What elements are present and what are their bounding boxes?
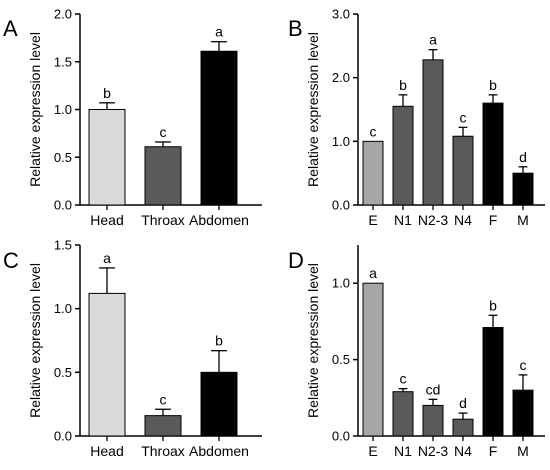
y-tick-label-b: 2.0 [332, 70, 350, 85]
significance-letter-c-0: a [103, 250, 111, 266]
significance-letter-b-0: c [370, 123, 377, 139]
y-tick-label-d: 1.0 [332, 276, 350, 291]
significance-letter-a-1: c [160, 124, 167, 140]
significance-letter-d-0: a [369, 265, 377, 281]
x-tick-label-c-2: Abdomen [189, 443, 249, 459]
y-tick-label-b: 3.0 [332, 7, 350, 22]
significance-letter-d-2: cd [426, 381, 441, 397]
y-tick-label-c: 0.0 [54, 429, 72, 444]
bar-d-5 [512, 389, 534, 437]
y-axis-label-c: Relative expression level [27, 263, 43, 418]
x-tick-label-d-0: E [368, 443, 377, 459]
panel-label-a: A [3, 16, 18, 41]
x-tick-label-b-1: N1 [394, 212, 412, 228]
x-tick-label-b-3: N4 [454, 212, 472, 228]
bar-b-4 [482, 102, 504, 206]
x-tick-label-d-1: N1 [394, 443, 412, 459]
y-tick-label-d: 0.5 [332, 352, 350, 367]
y-tick-label-a: 0.0 [54, 198, 72, 213]
panel-label-c: C [3, 248, 19, 273]
panel-label-b: B [288, 16, 303, 41]
significance-letter-a-0: b [103, 85, 111, 101]
significance-letter-d-3: d [459, 395, 467, 411]
x-tick-label-a-2: Abdomen [189, 212, 249, 228]
x-tick-label-b-5: M [517, 212, 529, 228]
bar-d-4 [482, 327, 504, 437]
y-tick-label-a: 0.5 [54, 150, 72, 165]
x-tick-label-c-1: Throax [141, 443, 185, 459]
significance-letter-b-3: c [460, 109, 467, 125]
panel-label-d: D [288, 248, 304, 273]
x-tick-label-d-2: N2-3 [418, 443, 449, 459]
bar-d-2 [422, 404, 444, 437]
bar-b-1 [392, 105, 414, 206]
x-tick-label-a-0: Head [90, 212, 123, 228]
x-tick-label-c-0: Head [90, 443, 123, 459]
significance-letter-c-2: b [215, 333, 223, 349]
significance-letter-b-1: b [399, 77, 407, 93]
significance-letter-b-2: a [429, 32, 437, 48]
y-axis-label-a: Relative expression level [27, 32, 43, 187]
y-tick-label-a: 1.5 [54, 54, 72, 69]
y-axis-label-d: Relative expression level [305, 263, 321, 418]
bar-c-0 [88, 292, 126, 437]
significance-letter-b-4: b [489, 77, 497, 93]
bar-d-0 [362, 282, 384, 437]
significance-letter-b-5: d [519, 149, 527, 165]
bar-d-1 [392, 391, 414, 437]
y-tick-label-c: 1.0 [54, 301, 72, 316]
significance-letter-d-4: b [489, 297, 497, 313]
y-tick-label-c: 1.5 [54, 238, 72, 253]
bar-b-5 [512, 172, 534, 206]
y-axis-label-b: Relative expression level [305, 32, 321, 187]
x-tick-label-b-4: F [489, 212, 498, 228]
bar-c-2 [200, 371, 238, 437]
y-tick-label-b: 1.0 [332, 134, 350, 149]
y-tick-label-c: 0.5 [54, 365, 72, 380]
significance-letter-d-1: c [400, 371, 407, 387]
significance-letter-d-5: c [520, 357, 527, 373]
x-tick-label-a-1: Throax [141, 212, 185, 228]
significance-letter-c-1: c [160, 391, 167, 407]
y-tick-label-b: 0.0 [332, 198, 350, 213]
bar-a-2 [200, 50, 238, 206]
y-tick-label-a: 1.0 [54, 102, 72, 117]
y-tick-label-a: 2.0 [54, 7, 72, 22]
significance-letter-a-2: a [215, 24, 223, 40]
bar-a-0 [88, 109, 126, 206]
bar-b-0 [362, 140, 384, 206]
bar-b-2 [422, 59, 444, 206]
x-tick-label-d-3: N4 [454, 443, 472, 459]
x-tick-label-d-4: F [489, 443, 498, 459]
x-tick-label-d-5: M [517, 443, 529, 459]
x-tick-label-b-2: N2-3 [418, 212, 449, 228]
x-tick-label-b-0: E [368, 212, 377, 228]
y-tick-label-d: 0.0 [332, 429, 350, 444]
bar-a-1 [144, 146, 182, 206]
bar-c-1 [144, 415, 182, 437]
bar-b-3 [452, 135, 474, 206]
bar-d-3 [452, 418, 474, 437]
